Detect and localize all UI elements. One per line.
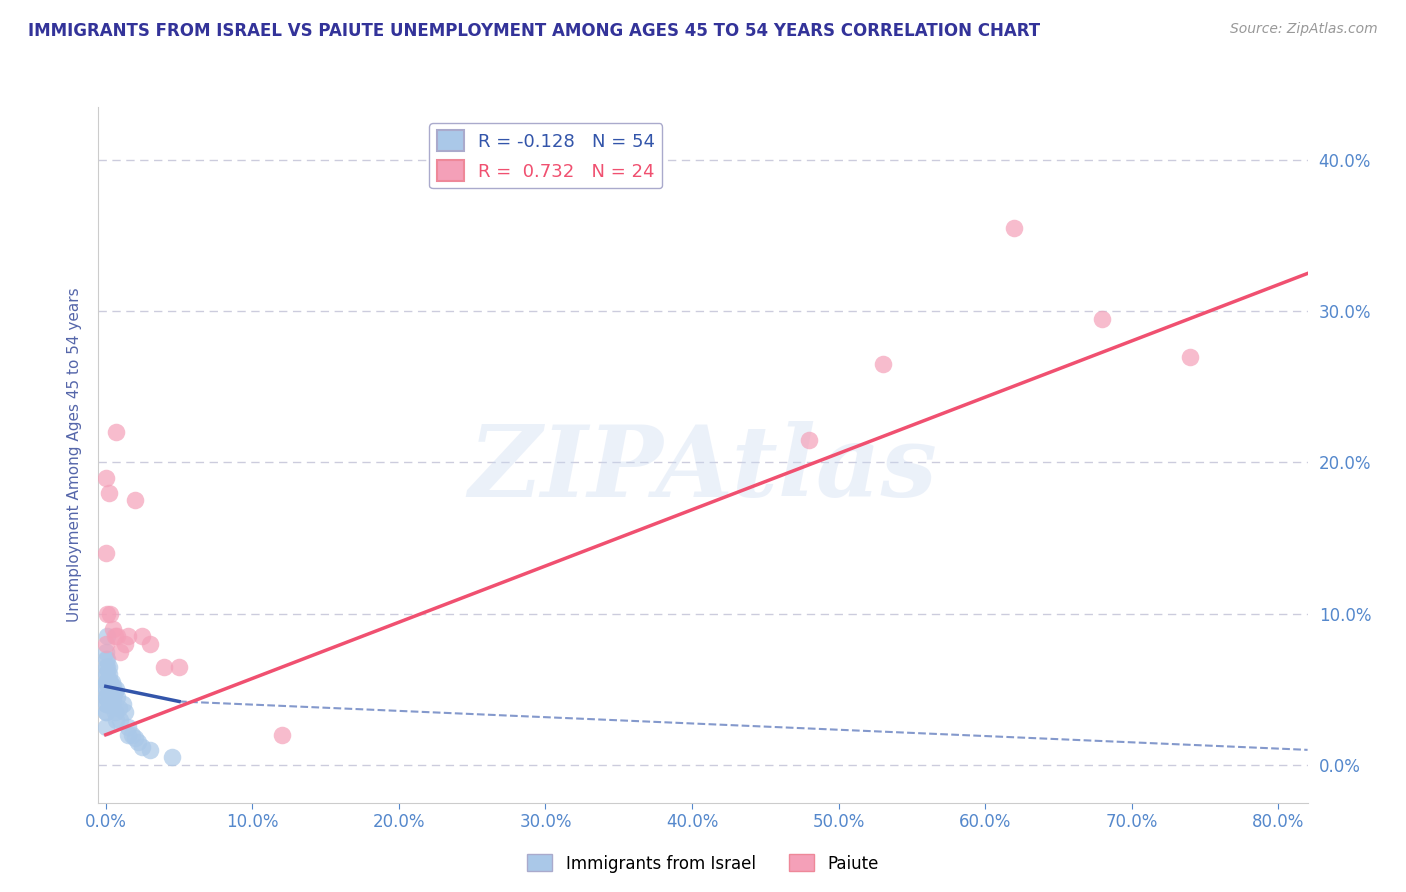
Point	[105, 425, 128, 440]
Text: ZIPAtlas: ZIPAtlas	[468, 421, 938, 517]
Point	[107, 629, 129, 643]
Point	[97, 674, 120, 689]
Point	[138, 743, 160, 757]
Point	[96, 674, 118, 689]
Point	[96, 652, 118, 666]
Point	[96, 667, 118, 681]
Point	[1004, 221, 1026, 235]
Point	[108, 700, 131, 714]
Point	[105, 682, 128, 697]
Point	[101, 679, 124, 693]
Point	[94, 698, 117, 712]
Point	[96, 698, 118, 712]
Point	[160, 750, 183, 764]
Point	[97, 485, 120, 500]
Point	[96, 629, 118, 643]
Point	[103, 705, 125, 719]
Point	[94, 705, 117, 719]
Point	[103, 685, 125, 699]
Point	[97, 667, 120, 681]
Point	[270, 728, 292, 742]
Point	[1180, 350, 1202, 364]
Point	[97, 698, 120, 712]
Point	[98, 698, 121, 712]
Point	[167, 659, 190, 673]
Point	[94, 470, 117, 484]
Point	[127, 735, 149, 749]
Point	[94, 720, 117, 734]
Point	[872, 357, 894, 371]
Point	[110, 644, 132, 658]
Point	[98, 607, 121, 621]
Point	[94, 637, 117, 651]
Point	[124, 731, 146, 745]
Point	[101, 622, 124, 636]
Point	[117, 629, 139, 643]
Point	[114, 705, 136, 719]
Point	[94, 690, 117, 704]
Point	[94, 659, 117, 673]
Point	[105, 713, 128, 727]
Point	[131, 629, 153, 643]
Point	[100, 698, 122, 712]
Point	[98, 682, 121, 697]
Point	[100, 685, 122, 699]
Point	[131, 739, 153, 754]
Point	[97, 659, 120, 673]
Point	[94, 667, 117, 681]
Point	[1091, 311, 1114, 326]
Point	[94, 652, 117, 666]
Point	[96, 674, 118, 689]
Point	[799, 433, 821, 447]
Point	[98, 674, 121, 689]
Point	[94, 674, 117, 689]
Point	[124, 493, 146, 508]
Point	[94, 682, 117, 697]
Point	[94, 682, 117, 697]
Point	[117, 720, 139, 734]
Legend: R = -0.128   N = 54, R =  0.732   N = 24: R = -0.128 N = 54, R = 0.732 N = 24	[429, 123, 662, 188]
Point	[98, 685, 121, 699]
Legend: Immigrants from Israel, Paiute: Immigrants from Israel, Paiute	[520, 847, 886, 880]
Point	[121, 728, 143, 742]
Point	[101, 691, 124, 706]
Point	[94, 644, 117, 658]
Point	[117, 728, 139, 742]
Point	[100, 674, 122, 689]
Y-axis label: Unemployment Among Ages 45 to 54 years: Unemployment Among Ages 45 to 54 years	[67, 287, 83, 623]
Text: Source: ZipAtlas.com: Source: ZipAtlas.com	[1230, 22, 1378, 37]
Point	[107, 690, 129, 704]
Point	[96, 607, 118, 621]
Point	[94, 690, 117, 704]
Point	[103, 629, 125, 643]
Point	[98, 694, 121, 708]
Point	[97, 682, 120, 697]
Point	[112, 698, 135, 712]
Point	[138, 637, 160, 651]
Point	[153, 659, 176, 673]
Point	[94, 546, 117, 560]
Point	[94, 674, 117, 689]
Point	[110, 713, 132, 727]
Point	[96, 659, 118, 673]
Text: IMMIGRANTS FROM ISRAEL VS PAIUTE UNEMPLOYMENT AMONG AGES 45 TO 54 YEARS CORRELAT: IMMIGRANTS FROM ISRAEL VS PAIUTE UNEMPLO…	[28, 22, 1040, 40]
Point	[94, 705, 117, 719]
Point	[114, 637, 136, 651]
Point	[96, 690, 118, 704]
